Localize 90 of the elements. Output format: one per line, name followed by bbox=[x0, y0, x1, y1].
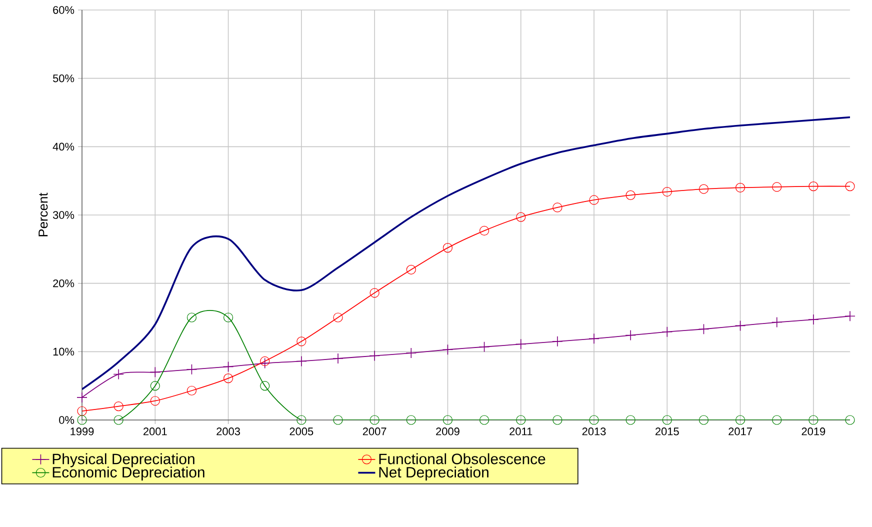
x-tick-label: 2019 bbox=[802, 428, 826, 436]
point bbox=[698, 324, 710, 335]
point bbox=[552, 336, 563, 347]
legend-label: Functional Obsolescence bbox=[379, 453, 546, 464]
point bbox=[845, 182, 855, 192]
point bbox=[552, 415, 562, 425]
x-tick-label: 2015 bbox=[656, 428, 679, 436]
point bbox=[589, 415, 599, 425]
point bbox=[735, 415, 746, 425]
point bbox=[588, 333, 600, 344]
point bbox=[479, 415, 490, 425]
legend-label: Economic Depreciation bbox=[52, 466, 204, 480]
point bbox=[114, 415, 124, 425]
point bbox=[442, 415, 453, 425]
point bbox=[626, 190, 636, 200]
y-tick-label: 50% bbox=[52, 74, 74, 82]
y-tick-label: 0% bbox=[59, 416, 74, 424]
point bbox=[552, 202, 562, 212]
point bbox=[735, 182, 746, 192]
point bbox=[332, 353, 344, 364]
point bbox=[186, 386, 197, 396]
point bbox=[516, 212, 526, 222]
point bbox=[442, 344, 454, 356]
point bbox=[516, 415, 526, 425]
point bbox=[369, 350, 380, 362]
point bbox=[808, 415, 818, 425]
point bbox=[662, 326, 673, 338]
point bbox=[844, 310, 856, 322]
point bbox=[662, 186, 672, 197]
point bbox=[771, 316, 782, 328]
y-tick-label: 30% bbox=[52, 211, 74, 219]
point bbox=[370, 415, 380, 425]
point bbox=[260, 381, 270, 391]
point bbox=[296, 415, 306, 425]
point bbox=[333, 415, 343, 425]
point bbox=[442, 243, 453, 253]
point bbox=[150, 381, 160, 391]
y-axis-title: Percent bbox=[38, 192, 48, 236]
y-tick-label: 40% bbox=[52, 142, 74, 151]
x-tick-label: 2005 bbox=[290, 428, 314, 436]
point bbox=[77, 406, 87, 416]
x-tick-label: 2003 bbox=[216, 428, 240, 436]
legend-label: Physical Depreciation bbox=[52, 453, 194, 468]
x-tick-label: 2017 bbox=[728, 428, 752, 436]
x-tick-label: 2013 bbox=[582, 428, 606, 436]
x-tick-label: 2001 bbox=[144, 428, 167, 436]
point bbox=[808, 182, 818, 192]
x-tick-label: 2009 bbox=[436, 428, 460, 436]
point bbox=[734, 320, 746, 332]
point bbox=[186, 312, 197, 322]
point bbox=[296, 356, 307, 367]
point bbox=[406, 264, 416, 274]
point bbox=[260, 356, 270, 366]
point bbox=[222, 361, 234, 372]
point bbox=[772, 415, 782, 425]
point bbox=[186, 364, 198, 375]
y-tick-label: 20% bbox=[53, 279, 74, 288]
point bbox=[114, 402, 124, 412]
y-tick-label: 60% bbox=[53, 6, 74, 14]
point bbox=[845, 415, 855, 425]
point bbox=[698, 415, 709, 425]
point bbox=[515, 338, 526, 350]
x-tick-label: 1999 bbox=[70, 428, 94, 436]
point bbox=[223, 312, 234, 322]
legend-label: Net Depreciation bbox=[379, 466, 488, 480]
point bbox=[772, 182, 782, 192]
point bbox=[113, 368, 124, 380]
point bbox=[626, 415, 636, 425]
point bbox=[333, 312, 343, 322]
y-tick-label: 10% bbox=[53, 348, 74, 356]
point bbox=[698, 184, 709, 194]
point bbox=[259, 358, 270, 369]
line-series bbox=[82, 116, 850, 390]
point bbox=[479, 226, 490, 236]
point bbox=[77, 415, 87, 425]
x-tick-label: 2011 bbox=[510, 428, 532, 436]
point bbox=[370, 288, 380, 298]
point bbox=[223, 374, 234, 384]
point bbox=[150, 396, 160, 406]
point bbox=[662, 415, 672, 425]
point bbox=[478, 341, 490, 352]
point bbox=[625, 330, 636, 341]
point bbox=[76, 392, 88, 403]
point bbox=[589, 195, 599, 205]
point bbox=[406, 415, 416, 425]
point bbox=[150, 366, 161, 378]
x-tick-label: 2007 bbox=[362, 428, 386, 436]
point bbox=[296, 336, 306, 346]
point bbox=[808, 314, 819, 325]
point bbox=[406, 348, 417, 358]
